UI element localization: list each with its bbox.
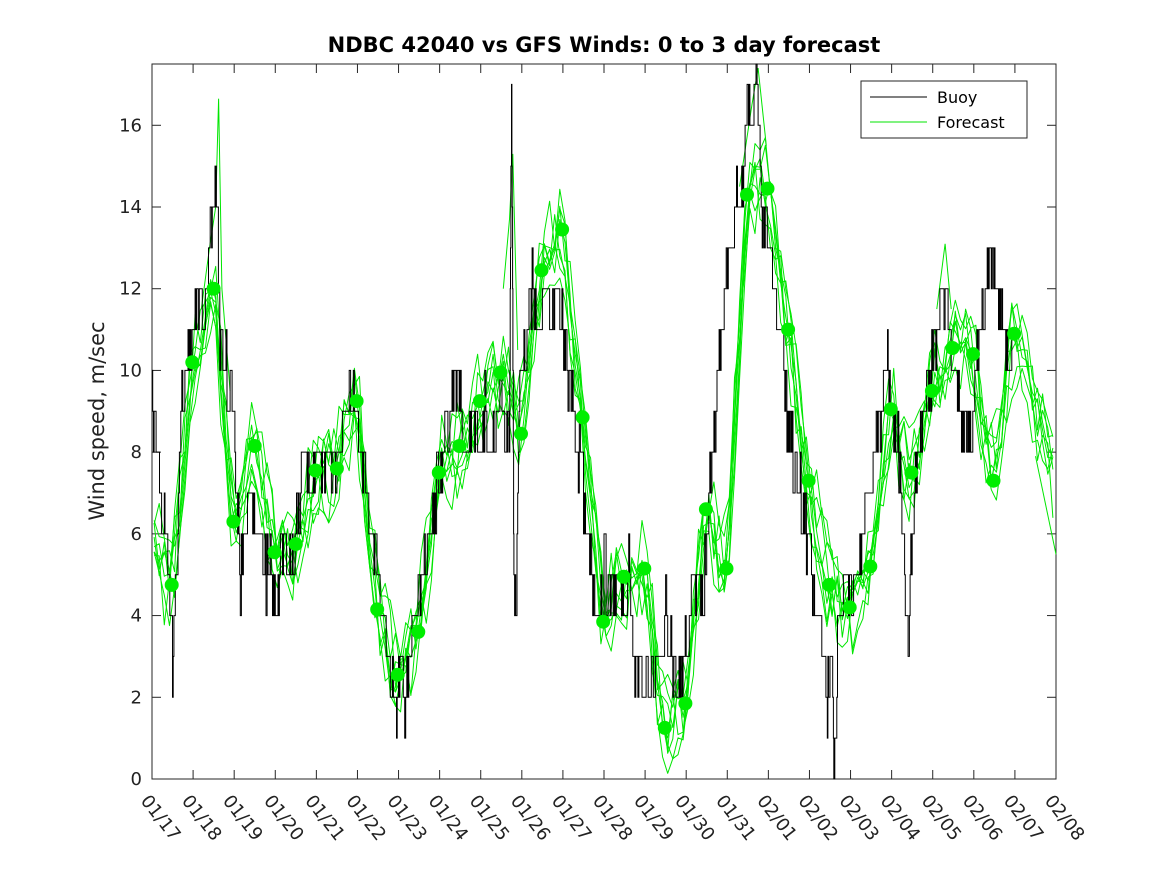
forecast-marker [596,614,611,629]
forecast-peak-line [739,68,767,187]
x-tick-label: 01/29 [629,791,677,845]
x-tick-label: 01/17 [136,791,184,845]
x-tick-label: 02/03 [835,791,883,845]
legend: Buoy Forecast [860,80,1028,139]
forecast-marker [657,720,672,735]
forecast-marker [431,465,446,480]
y-tick-label: 4 [131,606,142,627]
legend-label-forecast: Forecast [937,113,1005,132]
forecast-marker [247,439,262,453]
x-tick-label: 02/02 [794,791,842,845]
y-axis-label: Wind speed, m/sec [85,321,109,520]
legend-label-buoy: Buoy [937,88,977,107]
y-tick-label: 6 [131,524,142,545]
legend-box [860,80,1028,139]
x-tick-label: 02/04 [876,791,924,845]
forecast-marker [206,281,221,296]
forecast-marker [801,473,816,488]
forecast-marker [863,559,878,574]
forecast-marker [822,577,837,592]
forecast-marker [308,463,323,478]
y-tick-label: 14 [119,197,142,218]
forecast-marker [883,402,898,417]
x-tick-label: 01/31 [711,791,759,845]
x-tick-label: 01/25 [465,791,513,845]
forecast-marker [514,426,528,441]
forecast-marker [370,602,385,617]
forecast-marker [945,341,960,355]
forecast-marker [719,561,734,576]
forecast-marker [288,537,303,552]
forecast-marker [493,365,508,380]
chart-title: NDBC 42040 vs GFS Winds: 0 to 3 day fore… [328,33,881,57]
forecast-marker [781,322,796,337]
x-tick-label: 01/27 [547,791,595,845]
x-tick-label: 02/06 [958,791,1006,845]
plot-area: 024681012141601/1701/1801/1901/2001/2101… [119,63,1089,845]
forecast-marker [164,577,179,592]
x-tick-label: 01/26 [506,791,554,845]
y-tick-label: 10 [119,360,142,381]
forecast-marker [986,473,1001,488]
forecast-marker [966,347,980,362]
y-tick-label: 12 [119,279,142,300]
forecast-marker [329,461,344,476]
x-tick-label: 02/07 [999,791,1047,845]
forecast-marker [678,696,693,711]
x-tick-label: 01/20 [259,791,307,845]
forecast-marker [390,667,405,682]
forecast-marker [185,355,200,370]
axes-box [151,63,1057,780]
buoy-line [152,63,1015,780]
forecast-marker [1007,326,1022,341]
forecast-marker [924,383,939,398]
forecast-marker [555,222,570,237]
y-tick-label: 0 [131,769,142,790]
forecast-marker [904,465,919,480]
x-tick-label: 02/05 [917,791,965,845]
forecast-marker [616,569,631,584]
x-tick-label: 01/18 [177,791,225,845]
forecast-marker [226,514,241,529]
forecast-marker [534,263,549,278]
forecast-marker [760,181,775,196]
forecast-marker [267,545,282,560]
forecast-marker [575,410,590,425]
forecast-marker [349,394,364,409]
x-tick-label: 02/01 [752,791,800,845]
forecast-marker [698,502,713,517]
x-tick-label: 02/08 [1040,791,1088,845]
x-tick-label: 01/23 [383,791,431,845]
forecast-marker [740,187,754,202]
x-tick-label: 01/30 [670,791,718,845]
x-tick-label: 01/21 [300,791,348,845]
x-tick-label: 01/24 [424,791,472,845]
forecast-marker [472,394,487,409]
x-tick-label: 01/22 [342,791,390,845]
y-tick-label: 8 [131,442,142,463]
y-tick-label: 2 [131,687,142,708]
forecast-marker [452,439,467,453]
forecast-marker [842,600,857,615]
x-tick-label: 01/28 [588,791,636,845]
forecast-marker [637,561,652,576]
y-tick-label: 16 [119,115,142,136]
x-tick-label: 01/19 [218,791,266,845]
forecast-peak-line [1035,456,1057,555]
forecast-peak-line [936,243,952,310]
forecast-marker [411,624,426,639]
